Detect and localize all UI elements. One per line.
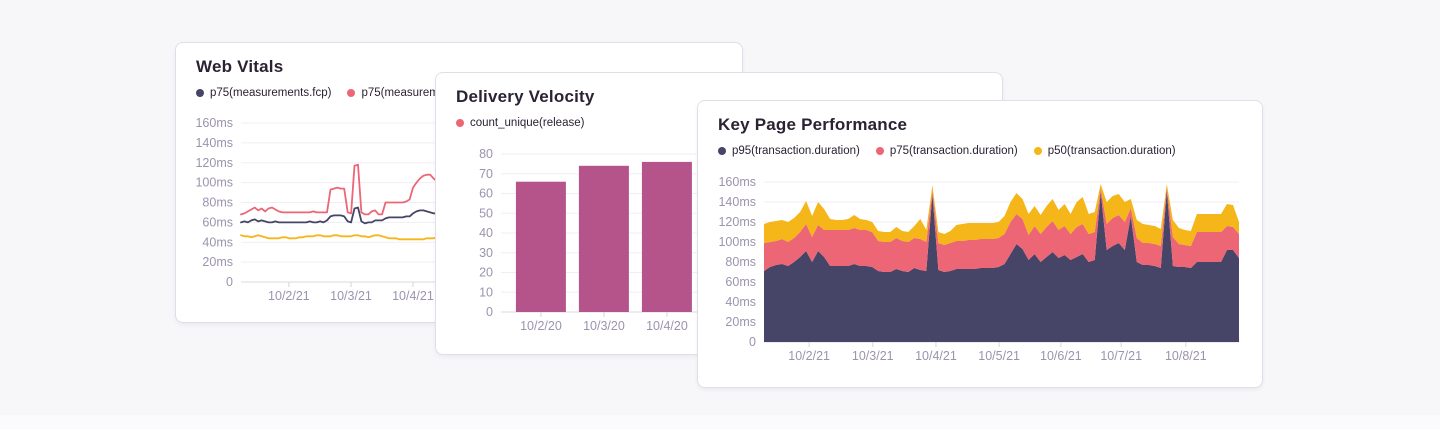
y-tick-label: 100ms: [718, 235, 756, 249]
x-tick-label: 10/3/21: [852, 349, 894, 363]
widget-title: Key Page Performance: [718, 115, 908, 134]
legend-item[interactable]: p95(transaction.duration): [718, 145, 860, 157]
y-tick-label: 80: [479, 147, 493, 161]
bottom-strip: [0, 415, 1440, 429]
legend-item[interactable]: p75(measurements.fcp): [196, 87, 331, 99]
x-tick-label: 10/3/20: [583, 319, 625, 333]
series-line[interactable]: [240, 163, 445, 216]
y-tick-label: 60ms: [202, 215, 233, 229]
y-tick-label: 60: [479, 187, 493, 201]
legend-dot-icon: [1033, 147, 1042, 155]
x-tick-label: 10/6/21: [1040, 349, 1082, 363]
x-tick-label: 10/4/20: [646, 319, 688, 333]
legend-item[interactable]: p50(transaction.duration): [1033, 145, 1176, 157]
x-tick-label: 10/2/21: [268, 289, 310, 303]
legend-dot-icon: [875, 147, 884, 155]
y-tick-label: 0: [749, 335, 756, 349]
series-area[interactable]: [764, 187, 1239, 272]
y-tick-label: 120ms: [718, 215, 756, 229]
legend-item[interactable]: p75(transaction.duration): [875, 145, 1018, 157]
legend-label: p50(transaction.duration): [1047, 145, 1176, 157]
bar[interactable]: [578, 165, 629, 312]
x-tick-label: 10/3/21: [330, 289, 372, 303]
y-tick-label: 140ms: [195, 136, 233, 150]
y-tick-label: 20: [479, 266, 493, 280]
legend: count_unique(release): [456, 117, 584, 129]
series-group[interactable]: [240, 163, 445, 241]
legend-item[interactable]: count_unique(release): [456, 117, 584, 129]
y-tick-label: 30: [479, 246, 493, 260]
y-tick-label: 0: [226, 275, 233, 289]
series-area[interactable]: [764, 190, 1239, 342]
y-tick-label: 140ms: [718, 195, 756, 209]
y-tick-label: 40: [479, 226, 493, 240]
series-line[interactable]: [240, 206, 445, 225]
y-tick-label: 120ms: [195, 156, 233, 170]
x-tick-label: 10/4/21: [392, 289, 434, 303]
gridlines: [241, 122, 444, 287]
axis-labels: 160ms 140ms 120ms 100ms 80ms 60ms 40ms 20ms 0 10/…: [195, 116, 433, 303]
y-tick-label: 50: [479, 206, 493, 220]
legend-label: p75(transaction.duration): [889, 145, 1018, 157]
y-tick-label: 80ms: [725, 255, 756, 269]
y-tick-label: 60ms: [725, 275, 756, 289]
x-tick-label: 10/8/21: [1165, 349, 1207, 363]
y-tick-label: 10: [479, 285, 493, 299]
x-tick-label: 10/2/21: [788, 349, 830, 363]
y-tick-label: 160ms: [195, 116, 233, 130]
y-tick-label: 20ms: [725, 315, 756, 329]
legend-label: p75(measurements.fcp): [210, 87, 332, 99]
legend-dot-icon: [347, 89, 356, 97]
series-group[interactable]: [515, 161, 692, 312]
x-tick-label: 10/4/21: [915, 349, 957, 363]
x-tick-label: 10/5/21: [978, 349, 1020, 363]
y-tick-label: 160ms: [718, 175, 756, 189]
bar[interactable]: [641, 161, 692, 312]
axis-labels: 80 70 60 50 40 30 20 10 0 10/2/20 10/3/20 10/4/20: [479, 147, 688, 333]
key-page-performance-chart[interactable]: 160ms 140ms 120ms 100ms 80ms 60ms 40ms 20ms 0 10/…: [698, 101, 1263, 388]
bar[interactable]: [515, 181, 566, 312]
x-tick-label: 10/7/21: [1100, 349, 1142, 363]
y-tick-label: 40ms: [725, 295, 756, 309]
y-tick-label: 100ms: [195, 176, 233, 190]
legend-label: p95(transaction.duration): [732, 145, 860, 157]
y-tick-label: 70: [479, 167, 493, 181]
y-tick-label: 0: [486, 305, 493, 319]
y-tick-label: 80ms: [202, 196, 233, 210]
legend-dot-icon: [718, 147, 726, 155]
series-line[interactable]: [240, 234, 445, 241]
widget-title: Web Vitals: [196, 57, 284, 76]
legend: p95(transaction.duration) p75(transaction…: [718, 145, 1176, 157]
widget-title: Delivery Velocity: [456, 87, 595, 106]
web-vitals-chart[interactable]: 160ms 140ms 120ms 100ms 80ms 60ms 40ms 20ms 0 10/…: [176, 43, 743, 323]
axis-labels: 160ms 140ms 120ms 100ms 80ms 60ms 40ms 20ms 0 10/…: [718, 175, 1206, 363]
y-tick-label: 20ms: [202, 255, 233, 269]
legend-dot-icon: [456, 119, 464, 127]
x-tick-label: 10/2/20: [520, 319, 562, 333]
widget-key-page-performance[interactable]: Key Page Performance p95(transaction.dur…: [697, 100, 1263, 388]
series-group[interactable]: [764, 184, 1239, 342]
series-area[interactable]: [764, 184, 1239, 246]
y-tick-label: 40ms: [202, 235, 233, 249]
legend-label: count_unique(release): [470, 117, 585, 129]
legend-dot-icon: [196, 89, 204, 97]
